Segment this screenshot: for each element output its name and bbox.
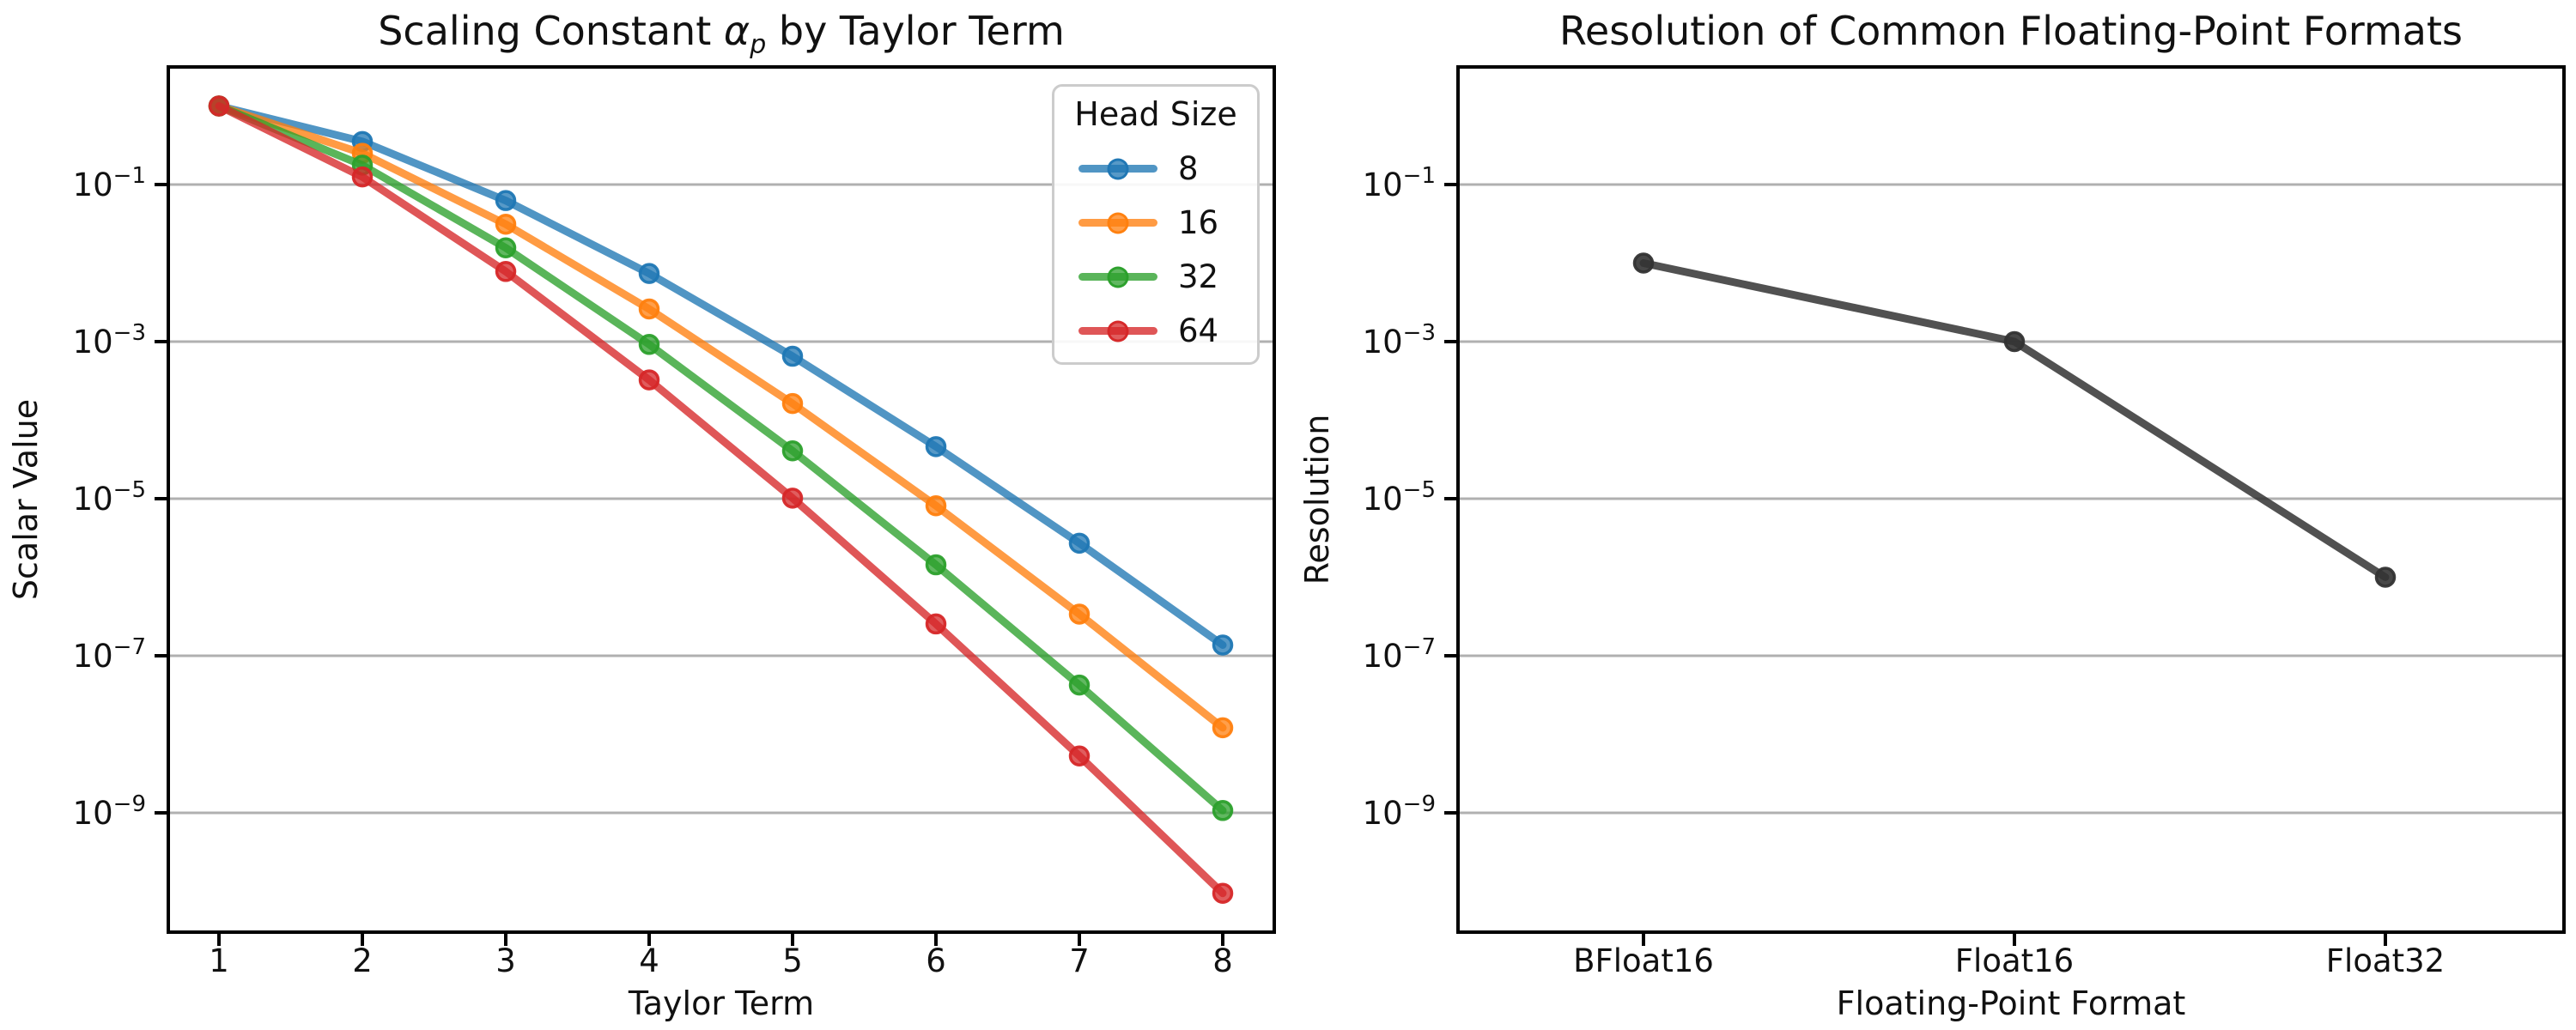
left-y-tick-label: 10−9 bbox=[73, 791, 146, 832]
left-title-suffix: by Taylor Term bbox=[766, 8, 1065, 54]
left-y-tick-label: 10−5 bbox=[73, 477, 146, 518]
left-data-point bbox=[1212, 717, 1234, 739]
legend-marker-icon bbox=[1107, 212, 1129, 233]
left-data-point bbox=[638, 334, 660, 355]
left-series-line bbox=[215, 102, 1227, 898]
left-data-point bbox=[638, 298, 660, 320]
left-series-line bbox=[215, 102, 1227, 815]
right-y-tick-label: 10−9 bbox=[1363, 791, 1436, 832]
right-data-point bbox=[2003, 330, 2026, 353]
legend-item-16: 16 bbox=[1054, 196, 1257, 250]
right-x-tick-label: Float16 bbox=[1955, 942, 2074, 979]
right-x-axis-label: Floating-Point Format bbox=[1836, 985, 2186, 1022]
left-data-point bbox=[925, 436, 947, 457]
legend-item-64: 64 bbox=[1054, 304, 1257, 358]
left-data-point bbox=[781, 392, 804, 415]
left-y-tick-label: 10−3 bbox=[73, 320, 146, 360]
left-x-tick-label: 7 bbox=[1069, 942, 1090, 979]
left-x-tick-label: 6 bbox=[926, 942, 946, 979]
left-x-tick-label: 2 bbox=[352, 942, 373, 979]
left-y-tick-label: 10−1 bbox=[73, 163, 146, 203]
right-chart-title: Resolution of Common Floating-Point Form… bbox=[1559, 8, 2463, 54]
legend-label: 64 bbox=[1178, 312, 1219, 349]
right-y-tick-label: 10−7 bbox=[1363, 634, 1436, 675]
legend-marker-icon bbox=[1107, 158, 1129, 179]
left-data-point bbox=[495, 213, 517, 235]
left-x-tick-label: 3 bbox=[495, 942, 516, 979]
left-data-point bbox=[1212, 800, 1234, 821]
left-data-point bbox=[1068, 745, 1091, 766]
legend-item-32: 32 bbox=[1054, 250, 1257, 304]
legend-label: 8 bbox=[1178, 150, 1199, 187]
left-series-line bbox=[215, 102, 1227, 732]
legend-rows: 8 16 32 64 bbox=[1054, 142, 1257, 358]
left-y-tick-label: 10−7 bbox=[73, 634, 146, 675]
legend-swatch-blue bbox=[1078, 158, 1157, 179]
legend-swatch-orange bbox=[1078, 212, 1157, 233]
alpha-subscript: p bbox=[750, 30, 767, 61]
right-x-tick-label: BFloat16 bbox=[1573, 942, 1714, 979]
left-data-point bbox=[638, 369, 660, 391]
legend: Head Size 8 16 32 64 bbox=[1052, 84, 1260, 365]
right-y-tick-label: 10−1 bbox=[1363, 163, 1436, 203]
alpha-symbol: α bbox=[723, 8, 750, 54]
legend-marker-icon bbox=[1107, 266, 1129, 288]
right-series-line bbox=[1639, 259, 2390, 581]
left-data-point bbox=[495, 190, 517, 211]
left-data-point bbox=[1212, 882, 1234, 904]
left-data-point bbox=[1068, 674, 1091, 696]
legend-label: 32 bbox=[1178, 258, 1219, 295]
left-data-point bbox=[925, 554, 947, 576]
right-y-tick-label: 10−5 bbox=[1363, 477, 1436, 518]
left-data-point bbox=[638, 263, 660, 284]
left-data-point bbox=[1068, 603, 1091, 625]
right-data-point bbox=[2374, 566, 2397, 588]
legend-swatch-green bbox=[1078, 266, 1157, 288]
left-data-point bbox=[495, 261, 517, 282]
left-chart-title: Scaling Constant αp by Taylor Term bbox=[378, 9, 1065, 61]
right-y-tick-label: 10−3 bbox=[1363, 320, 1436, 360]
legend-item-8: 8 bbox=[1054, 142, 1257, 196]
left-series-line bbox=[215, 102, 1227, 649]
right-y-axis-label: Resolution bbox=[1298, 414, 1336, 585]
left-data-point bbox=[925, 494, 947, 517]
right-data-point bbox=[1632, 252, 1655, 274]
left-data-point bbox=[351, 166, 374, 188]
left-x-axis-label: Taylor Term bbox=[628, 985, 815, 1022]
left-x-tick-label: 8 bbox=[1212, 942, 1233, 979]
legend-label: 16 bbox=[1178, 204, 1219, 241]
left-data-point bbox=[781, 345, 804, 367]
legend-title: Head Size bbox=[1074, 95, 1237, 133]
right-x-tick-label: Float32 bbox=[2326, 942, 2445, 979]
left-data-point bbox=[208, 95, 230, 117]
left-x-tick-label: 4 bbox=[639, 942, 659, 979]
left-data-point bbox=[495, 237, 517, 259]
left-data-point bbox=[1212, 634, 1234, 656]
left-x-tick-label: 1 bbox=[209, 942, 229, 979]
left-data-point bbox=[1068, 532, 1091, 554]
legend-marker-icon bbox=[1107, 320, 1129, 342]
left-title-text: Scaling Constant bbox=[378, 8, 724, 54]
left-data-point bbox=[781, 439, 804, 462]
left-data-point bbox=[925, 613, 947, 635]
left-data-point bbox=[781, 488, 804, 509]
legend-swatch-red bbox=[1078, 320, 1157, 342]
left-y-axis-label: Scalar Value bbox=[7, 398, 45, 601]
left-x-tick-label: 5 bbox=[782, 942, 803, 979]
